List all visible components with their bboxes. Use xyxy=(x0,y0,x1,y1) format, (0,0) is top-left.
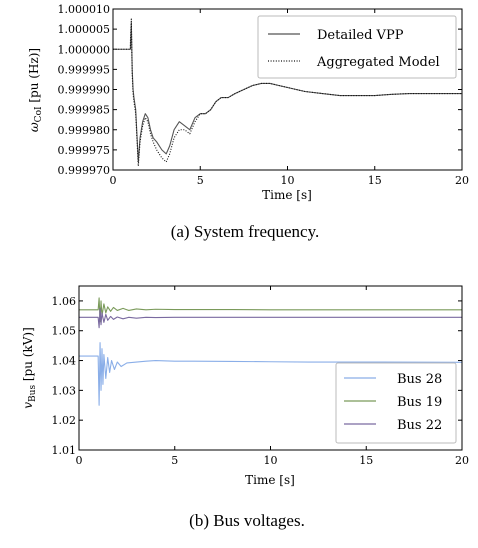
voltage-x-tick-label: 5 xyxy=(171,454,178,467)
frequency-ticks: 0 5 10 15 20 0.999970 0.999975 0.999980 0.999985… xyxy=(58,3,470,187)
frequency-x-tick-label: 15 xyxy=(368,174,382,187)
frequency-x-tick-label: 5 xyxy=(197,174,204,187)
frequency-series-line-2 xyxy=(113,18,462,167)
voltage-y-tick-label: 1.03 xyxy=(52,384,77,397)
frequency-x-tick-label: 0 xyxy=(110,174,117,187)
caption-a: (a) System frequency. xyxy=(171,222,320,241)
voltage-y-tick-label: 1.05 xyxy=(52,325,77,338)
voltage-y-axis-label: vBus [pu (kV)] xyxy=(21,327,38,409)
voltage-ticks: 0 5 10 15 20 1.01 1.02 1.03 1.04 1.05 1.06 xyxy=(52,286,469,467)
voltage-series-line-3 xyxy=(79,307,462,329)
voltage-series-line-2 xyxy=(79,297,462,323)
frequency-y-tick-label: 0.999970 xyxy=(58,164,111,177)
caption-b: (b) Bus voltages. xyxy=(189,511,305,530)
voltage-y-tick-label: 1.04 xyxy=(52,355,77,368)
frequency-y-tick-label: 0.999975 xyxy=(58,144,111,157)
frequency-y-tick-label: 1.000005 xyxy=(58,23,111,36)
voltage-x-axis-label: Time [s] xyxy=(245,473,295,487)
frequency-y-axis-label: ωCoI [pu (Hz)] xyxy=(27,48,44,132)
frequency-x-tick-label: 20 xyxy=(455,174,469,187)
voltage-x-tick-label: 20 xyxy=(455,454,469,467)
frequency-x-axis-label: Time [s] xyxy=(262,188,312,202)
voltage-series-line-1 xyxy=(79,342,463,406)
frequency-legend: Detailed VPP Aggregated Model xyxy=(257,15,457,79)
voltage-series xyxy=(79,297,463,406)
frequency-y-tick-label: 0.999980 xyxy=(58,124,111,137)
voltage-x-tick-label: 0 xyxy=(76,454,83,467)
legend-box xyxy=(257,15,457,79)
voltage-y-tick-label: 1.06 xyxy=(52,295,77,308)
voltage-x-tick-label: 10 xyxy=(264,454,278,467)
legend-label-bus22: Bus 22 xyxy=(397,418,442,433)
voltage-plot-frame xyxy=(78,285,463,451)
frequency-chart: 0 5 10 15 20 0.999970 0.999975 0.999980 0.999985… xyxy=(27,3,469,202)
legend-label-bus28: Bus 28 xyxy=(397,372,442,387)
legend-label-bus19: Bus 19 xyxy=(397,395,442,410)
frequency-y-tick-label: 1.000010 xyxy=(58,3,111,16)
voltage-chart: 0 5 10 15 20 1.01 1.02 1.03 1.04 1.05 1.06 Bus 28 … xyxy=(21,285,469,487)
frequency-y-tick-label: 0.999990 xyxy=(58,84,111,97)
frequency-series xyxy=(113,18,462,167)
voltage-x-tick-label: 15 xyxy=(359,454,373,467)
voltage-y-tick-label: 1.01 xyxy=(52,444,77,457)
legend-label-aggregated: Aggregated Model xyxy=(316,55,440,70)
legend-label-detailed: Detailed VPP xyxy=(317,28,404,43)
voltage-y-tick-label: 1.02 xyxy=(52,414,77,427)
legend-box-b xyxy=(335,362,457,444)
frequency-y-tick-label: 1.000000 xyxy=(58,43,111,56)
voltage-legend: Bus 28 Bus 19 Bus 22 xyxy=(335,362,457,444)
frequency-plot-frame xyxy=(112,8,463,171)
frequency-y-tick-label: 0.999985 xyxy=(58,104,111,117)
frequency-x-tick-label: 10 xyxy=(281,174,295,187)
frequency-y-tick-label: 0.999995 xyxy=(58,63,111,76)
